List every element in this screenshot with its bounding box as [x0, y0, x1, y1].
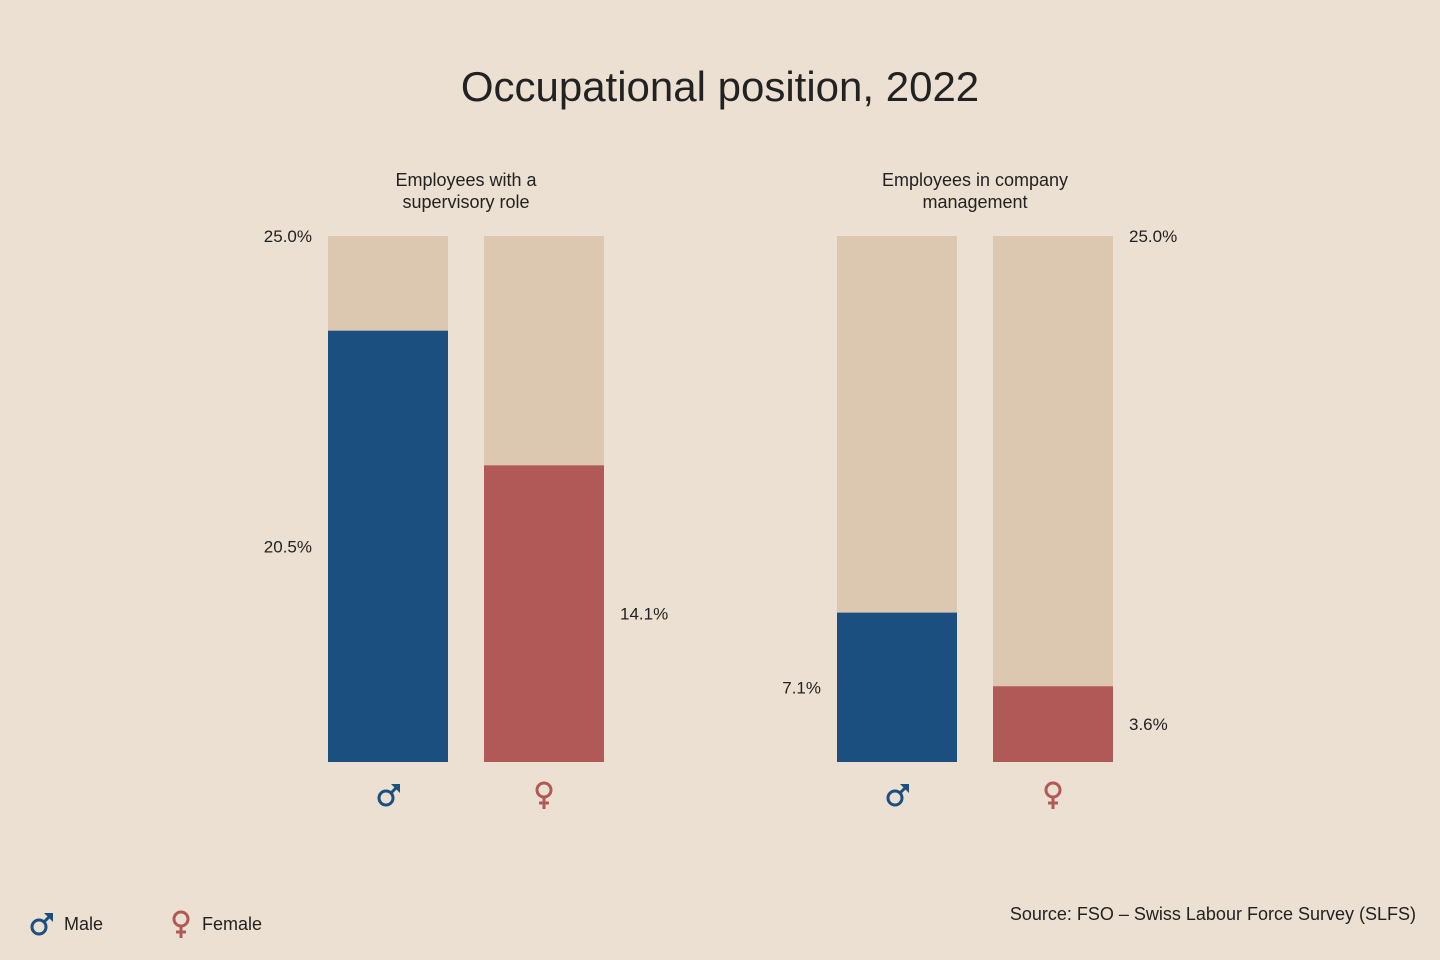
legend-label: Male — [64, 913, 104, 934]
chart-title: Occupational position, 2022 — [461, 63, 979, 110]
panel-title-line: management — [922, 192, 1027, 212]
male-symbol-icon — [28, 910, 56, 938]
data-label: 7.1% — [782, 678, 821, 697]
legend-item-female: Female — [168, 906, 262, 942]
bar-track — [993, 236, 1113, 762]
male-symbol-icon — [886, 783, 910, 807]
panel-title-line: Employees in company — [882, 170, 1068, 190]
legend-label: Female — [202, 913, 263, 934]
female-symbol-icon — [168, 909, 194, 939]
male-symbol-icon — [377, 783, 401, 807]
panel-title-line: supervisory role — [402, 192, 529, 212]
data-label: 3.6% — [1129, 715, 1168, 734]
max-value-label: 25.0% — [1129, 227, 1177, 246]
female-symbol-icon — [535, 781, 553, 809]
female-symbol-icon — [1044, 781, 1062, 809]
bar-male — [837, 612, 957, 762]
max-value-label: 25.0% — [264, 227, 312, 246]
source-note: Source: FSO – Swiss Labour Force Survey … — [1009, 904, 1416, 924]
panel-title-line: Employees with a — [395, 170, 537, 190]
data-label: 14.1% — [620, 605, 668, 624]
bar-female — [993, 686, 1113, 762]
data-label: 20.5% — [264, 537, 312, 556]
bar-male — [328, 330, 448, 762]
bar-female — [484, 465, 604, 762]
legend-item-male: Male — [28, 906, 103, 942]
